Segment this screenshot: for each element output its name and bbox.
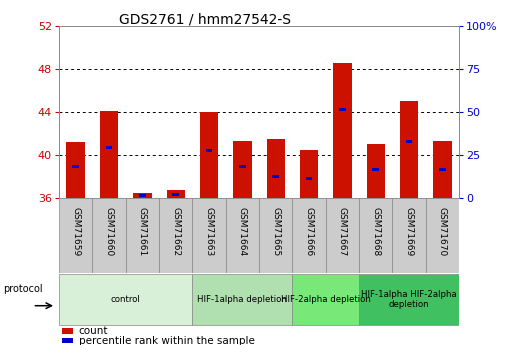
Text: percentile rank within the sample: percentile rank within the sample — [78, 336, 254, 345]
Bar — [159, 198, 192, 273]
Bar — [239, 165, 246, 168]
Text: GSM71669: GSM71669 — [405, 207, 413, 257]
Bar — [292, 198, 326, 273]
Bar — [439, 168, 446, 171]
Bar — [333, 62, 351, 198]
Text: GSM71663: GSM71663 — [205, 207, 213, 257]
Text: count: count — [78, 326, 108, 336]
Bar — [267, 139, 285, 198]
Bar — [192, 198, 226, 273]
Bar — [426, 198, 459, 273]
Bar — [62, 338, 73, 343]
Bar — [306, 177, 312, 180]
Bar — [62, 328, 73, 334]
Text: protocol: protocol — [3, 284, 43, 294]
Text: HIF-1alpha HIF-2alpha
depletion: HIF-1alpha HIF-2alpha depletion — [361, 289, 457, 309]
Text: GDS2761 / hmm27542-S: GDS2761 / hmm27542-S — [119, 12, 291, 26]
Text: GSM71659: GSM71659 — [71, 207, 80, 257]
Text: GSM71664: GSM71664 — [238, 207, 247, 256]
Text: GSM71667: GSM71667 — [338, 207, 347, 257]
Bar — [233, 141, 251, 198]
Bar — [300, 150, 318, 198]
Bar — [206, 149, 212, 152]
Bar — [372, 168, 379, 171]
Bar — [359, 198, 392, 273]
Text: GSM71660: GSM71660 — [105, 207, 113, 257]
Bar — [326, 198, 359, 273]
Bar — [367, 145, 385, 198]
Bar — [139, 194, 146, 197]
Bar — [133, 193, 151, 198]
Bar — [292, 274, 359, 325]
Bar — [226, 198, 259, 273]
Bar — [67, 142, 85, 198]
Text: GSM71666: GSM71666 — [305, 207, 313, 257]
Bar — [433, 141, 451, 198]
Bar — [106, 146, 112, 149]
Text: HIF-2alpha depletion: HIF-2alpha depletion — [281, 295, 371, 304]
Bar — [192, 274, 292, 325]
Text: GSM71670: GSM71670 — [438, 207, 447, 257]
Bar — [167, 190, 185, 198]
Text: GSM71668: GSM71668 — [371, 207, 380, 257]
Bar — [92, 198, 126, 273]
Bar — [259, 198, 292, 273]
Bar — [392, 198, 426, 273]
Bar — [406, 140, 412, 143]
Text: GSM71662: GSM71662 — [171, 207, 180, 256]
Bar — [339, 108, 346, 111]
Bar — [72, 165, 79, 168]
Bar — [359, 274, 459, 325]
Bar — [100, 111, 118, 198]
Text: HIF-1alpha depletion: HIF-1alpha depletion — [198, 295, 287, 304]
Bar — [172, 193, 179, 196]
Bar — [200, 112, 218, 198]
Bar — [59, 274, 192, 325]
Bar — [400, 101, 418, 198]
Bar — [59, 198, 92, 273]
Bar — [272, 175, 279, 178]
Text: GSM71665: GSM71665 — [271, 207, 280, 257]
Text: GSM71661: GSM71661 — [138, 207, 147, 257]
Bar — [126, 198, 159, 273]
Text: control: control — [111, 295, 141, 304]
